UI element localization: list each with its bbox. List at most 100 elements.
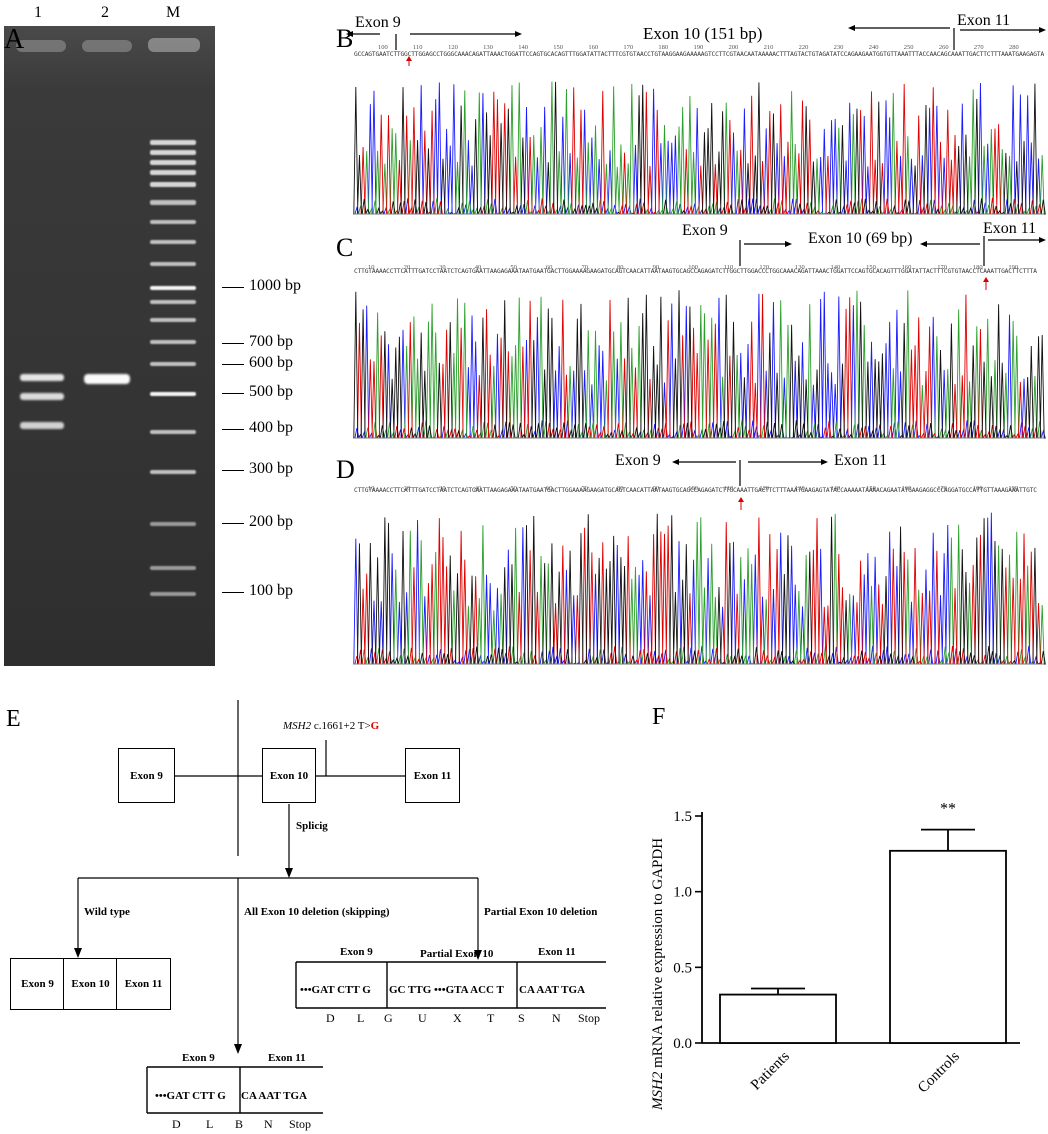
expression-bar-chart: 0.0 0.5 1.0 1.5 Patients Controls ** bbox=[673, 801, 1020, 1096]
amino-acid: X bbox=[453, 1011, 462, 1025]
amino-acid: Stop bbox=[289, 1117, 312, 1131]
base-position-label: 90 bbox=[653, 264, 660, 271]
panel-label: C bbox=[336, 233, 354, 262]
ladder-band bbox=[150, 160, 196, 165]
base-position-label: 90 bbox=[653, 485, 660, 492]
panel-label: D bbox=[336, 455, 355, 484]
ladder-band bbox=[150, 470, 196, 474]
base-position-label: 160 bbox=[588, 44, 598, 51]
ladder-band bbox=[150, 170, 196, 175]
exon-header: Exon 11 bbox=[538, 946, 576, 958]
base-position-label: 250 bbox=[904, 44, 914, 51]
codon-sequence: •••GAT CTT G bbox=[300, 984, 371, 996]
ladder-band bbox=[150, 318, 196, 322]
exon-header: Partial Exon 10 bbox=[420, 948, 494, 960]
ladder-band bbox=[150, 262, 196, 266]
trace-green bbox=[354, 513, 1045, 665]
base-position-label: 260 bbox=[939, 44, 949, 51]
base-position-label: 130 bbox=[483, 44, 493, 51]
marker-tick bbox=[222, 592, 244, 593]
gel-well bbox=[148, 38, 200, 52]
amino-acid: U bbox=[418, 1011, 427, 1025]
splicing-label: Splicig bbox=[296, 820, 328, 832]
base-position-label: 140 bbox=[831, 485, 841, 492]
x-tick-label: Patients bbox=[748, 1048, 793, 1093]
exon-label: Exon 11 bbox=[983, 220, 1037, 237]
chromatogram-c: 10 20 30 40 50 60 70 80 90 100 110 120 130 140 150 160 1… bbox=[353, 236, 1046, 439]
base-position-label: 210 bbox=[764, 44, 774, 51]
ladder-band bbox=[150, 286, 196, 290]
base-position-label: 180 bbox=[973, 485, 983, 492]
y-tick-label: 1.0 bbox=[673, 885, 692, 901]
amino-acid: L bbox=[206, 1117, 214, 1131]
base-position-label: 170 bbox=[623, 44, 633, 51]
marker-tick bbox=[222, 523, 244, 524]
base-position-label: 130 bbox=[795, 485, 805, 492]
base-position-label: 280 bbox=[1009, 44, 1019, 51]
base-position-label: 170 bbox=[937, 485, 947, 492]
ladder-band bbox=[150, 300, 196, 304]
marker-label: 400 bp bbox=[249, 419, 293, 436]
ladder-band bbox=[150, 200, 196, 205]
trace-green bbox=[354, 290, 1044, 439]
marker-label: 600 bp bbox=[249, 354, 293, 371]
amino-acid: D bbox=[172, 1117, 181, 1131]
ladder-band bbox=[150, 522, 196, 526]
base-position-label: 150 bbox=[553, 44, 563, 51]
codon-sequence: GC TTG •••GTA ACC T bbox=[389, 984, 504, 996]
partial-transcript bbox=[295, 961, 606, 1009]
exon-label: Exon 11 bbox=[957, 12, 1011, 29]
bar-patients bbox=[719, 993, 837, 1044]
panel-label: B bbox=[336, 24, 354, 53]
base-position-label: 190 bbox=[693, 44, 703, 51]
lane-label: M bbox=[166, 4, 181, 21]
marker-label: 100 bp bbox=[249, 582, 293, 599]
base-position-label: 150 bbox=[866, 264, 876, 271]
codon-sequence: •••GAT CTT G bbox=[155, 1090, 226, 1102]
amino-acid: T bbox=[487, 1011, 495, 1025]
codon-sequence: CA AAT TGA bbox=[519, 984, 586, 996]
ladder-band bbox=[150, 592, 196, 596]
panel-label: F bbox=[652, 704, 666, 730]
y-tick-label: 1.5 bbox=[673, 809, 692, 825]
marker-label: 700 bp bbox=[249, 333, 293, 350]
base-position-label: 70 bbox=[581, 264, 588, 271]
base-position-label: 140 bbox=[831, 264, 841, 271]
ladder-band bbox=[150, 220, 196, 224]
sequence-text: GCCAGTGAATCTTGGCTTGGAGCCTGGGCAAACAGATTAA… bbox=[354, 51, 1044, 58]
ladder-band bbox=[150, 182, 196, 187]
gel-band bbox=[20, 393, 64, 400]
amino-acid: N bbox=[264, 1117, 273, 1131]
amino-acid: D bbox=[326, 1011, 335, 1025]
gel-well bbox=[82, 40, 132, 52]
base-position-label: 170 bbox=[937, 264, 947, 271]
ladder-band bbox=[150, 340, 196, 344]
gel-band bbox=[20, 374, 64, 381]
amino-acid: G bbox=[384, 1011, 393, 1025]
exon-header: Exon 9 bbox=[340, 946, 373, 958]
base-position-label: 40 bbox=[475, 264, 482, 271]
amino-acid: N bbox=[552, 1011, 561, 1025]
codon-sequence: CA AAT TGA bbox=[241, 1090, 308, 1102]
exon-header: Exon 9 bbox=[182, 1052, 215, 1064]
ladder-band bbox=[150, 140, 196, 145]
base-position-label: 110 bbox=[724, 264, 734, 271]
base-position-label: 120 bbox=[759, 485, 769, 492]
partial-deletion-label: Partial Exon 10 deletion bbox=[484, 906, 598, 918]
significance-marker: ** bbox=[940, 801, 956, 818]
gel-image bbox=[4, 26, 215, 666]
base-position-label: 120 bbox=[448, 44, 458, 51]
base-position-label: 70 bbox=[581, 485, 588, 492]
y-tick-label: 0.0 bbox=[673, 1036, 692, 1052]
base-position-label: 10 bbox=[368, 264, 375, 271]
base-position-label: 190 bbox=[1008, 264, 1018, 271]
mutation-label: MSH2 c.1661+2 T>G bbox=[283, 720, 380, 732]
x-tick-label: Controls bbox=[915, 1048, 963, 1096]
base-position-label: 20 bbox=[404, 264, 411, 271]
ladder-band bbox=[150, 566, 196, 570]
base-position-label: 100 bbox=[688, 264, 698, 271]
base-position-label: 60 bbox=[546, 485, 553, 492]
base-position-label: 40 bbox=[475, 485, 482, 492]
chromatogram-d: 10 20 30 40 50 60 70 80 90 100 110 120 130 140 150 160 1… bbox=[353, 459, 1046, 665]
base-position-label: 160 bbox=[902, 264, 912, 271]
